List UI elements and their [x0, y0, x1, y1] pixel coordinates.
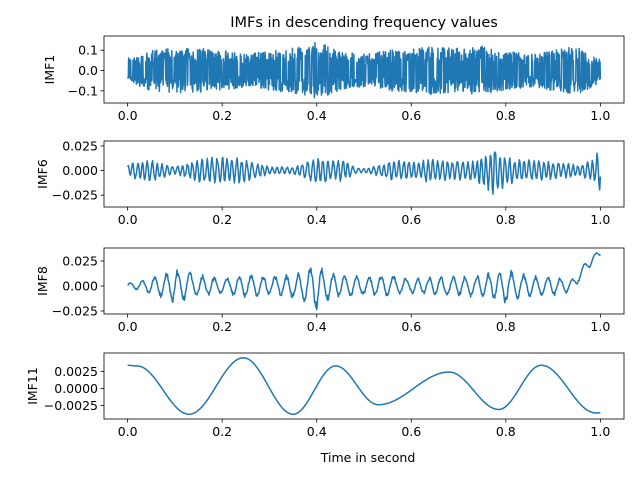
- x-tick-label: 0.2: [212, 424, 232, 439]
- x-tick-label: 1.0: [590, 212, 610, 227]
- y-axis-label: IMF8: [35, 266, 50, 296]
- x-tick-label: 0.6: [401, 212, 421, 227]
- imf-series-line: [127, 357, 601, 415]
- imf-series-line: [126, 41, 602, 99]
- y-tick-label: −0.025: [52, 304, 98, 319]
- x-tick-label: 0.4: [307, 212, 327, 227]
- x-tick-label: 0.8: [496, 212, 516, 227]
- axes-frame: [103, 35, 625, 104]
- x-tick-label: 0.2: [212, 108, 232, 123]
- y-tick-label: −0.1: [68, 83, 98, 98]
- axes-frame: [103, 247, 625, 315]
- axes-frame: [103, 140, 625, 208]
- y-axis-label: IMF11: [25, 367, 40, 405]
- x-tick-label: 0.6: [401, 424, 421, 439]
- y-tick-label: 0.0: [78, 63, 98, 78]
- axes-frame: [103, 352, 625, 420]
- y-tick-label: 0.000: [62, 163, 98, 178]
- x-tick-label: 0.0: [118, 319, 138, 334]
- y-axis-label: IMF6: [35, 159, 50, 189]
- y-tick-label: 0.025: [62, 138, 98, 153]
- imf-series-line: [127, 252, 601, 311]
- x-tick-label: 0.0: [118, 108, 138, 123]
- y-tick-label: −0.025: [52, 188, 98, 203]
- x-tick-label: 0.8: [496, 424, 516, 439]
- x-tick-label: 0.2: [212, 319, 232, 334]
- y-axis-label: IMF1: [42, 55, 57, 85]
- x-tick-label: 0.4: [307, 319, 327, 334]
- x-tick-label: 0.2: [212, 212, 232, 227]
- x-tick-label: 0.8: [496, 108, 516, 123]
- x-tick-label: 1.0: [590, 108, 610, 123]
- x-tick-label: 1.0: [590, 424, 610, 439]
- y-tick-label: −0.0025: [44, 398, 98, 413]
- x-tick-label: 0.6: [401, 319, 421, 334]
- y-tick-label: 0.0025: [54, 364, 98, 379]
- x-tick-label: 0.8: [496, 319, 516, 334]
- y-tick-label: 0.025: [62, 254, 98, 269]
- imf-panel-4: 0.0 0.2 0.4 0.6 0.8 1.0 0.0025 0.0000 −0.0025 IMF…: [25, 352, 625, 465]
- x-tick-label: 0.0: [118, 212, 138, 227]
- x-tick-label: 0.0: [118, 424, 138, 439]
- x-tick-label: 0.4: [307, 108, 327, 123]
- y-tick-label: 0.000: [62, 279, 98, 294]
- imf-panel-1: 0.0 0.2 0.4 0.6 0.8 1.0 0.1 0.0 −0.1 IMF1: [42, 35, 625, 123]
- y-tick-label: 0.1: [78, 43, 98, 58]
- x-tick-label: 0.4: [307, 424, 327, 439]
- figure-title: IMFs in descending frequency values: [230, 15, 498, 31]
- x-tick-label: 0.6: [401, 108, 421, 123]
- x-axis-label: Time in second: [320, 450, 416, 465]
- imf-series-line: [126, 151, 602, 195]
- x-tick-label: 1.0: [590, 319, 610, 334]
- y-tick-label: 0.0000: [54, 381, 98, 396]
